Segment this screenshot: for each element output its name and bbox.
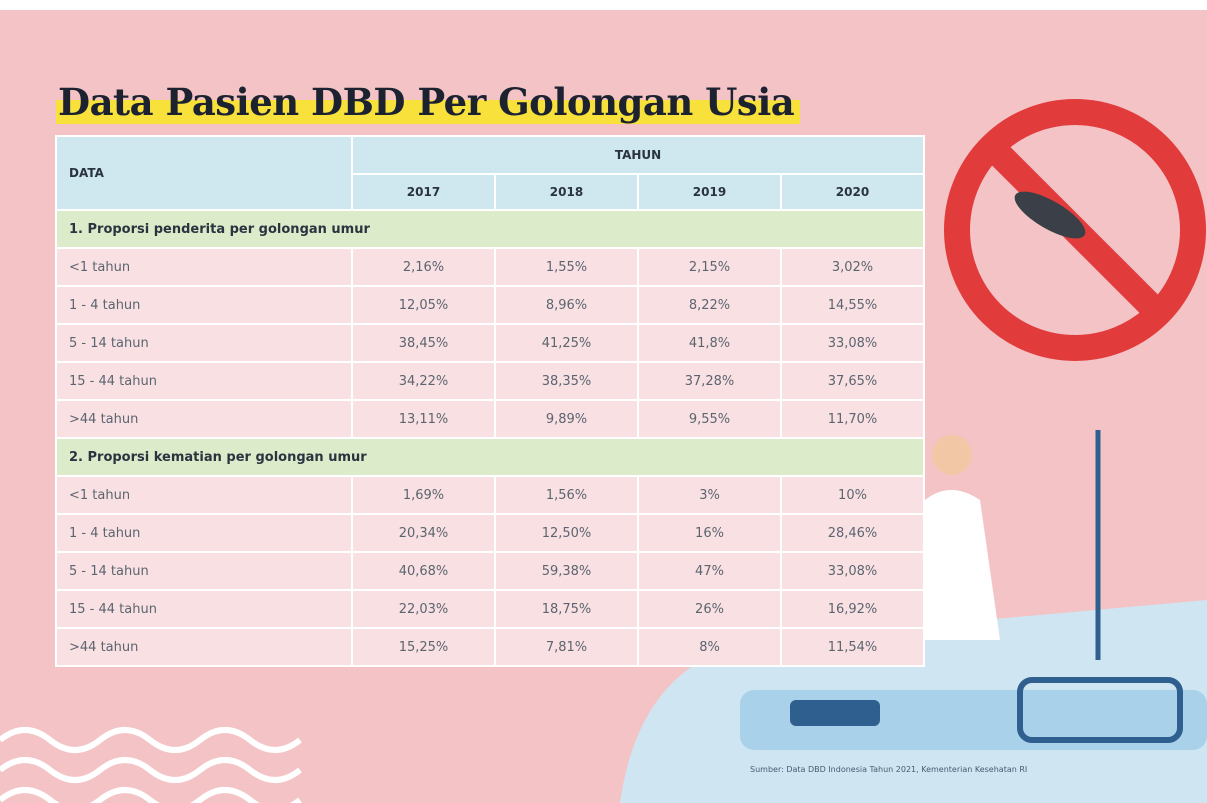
cell-value: 38,45% bbox=[351, 323, 496, 363]
cell-label: 5 - 14 tahun bbox=[55, 323, 353, 363]
section-row: 1. Proporsi penderita per golongan umur bbox=[55, 209, 925, 249]
cell-value: 9,55% bbox=[637, 399, 782, 439]
data-row: 15 - 44 tahun 22,03% 18,75% 26% 16,92% bbox=[55, 589, 925, 629]
data-row: <1 tahun 2,16% 1,55% 2,15% 3,02% bbox=[55, 247, 925, 287]
doctor-head bbox=[932, 435, 972, 475]
cell-label: <1 tahun bbox=[55, 247, 353, 287]
section-title: 1. Proporsi penderita per golongan umur bbox=[55, 209, 925, 249]
cell-value: 11,70% bbox=[780, 399, 925, 439]
data-row: >44 tahun 13,11% 9,89% 9,55% 11,70% bbox=[55, 399, 925, 439]
section-row: 2. Proporsi kematian per golongan umur bbox=[55, 437, 925, 477]
cell-value: 33,08% bbox=[780, 551, 925, 591]
cell-value: 34,22% bbox=[351, 361, 496, 401]
cell-value: 3% bbox=[637, 475, 782, 515]
cell-value: 14,55% bbox=[780, 285, 925, 325]
cell-value: 1,56% bbox=[494, 475, 639, 515]
cell-value: 20,34% bbox=[351, 513, 496, 553]
cell-value: 12,05% bbox=[351, 285, 496, 325]
cell-value: 1,69% bbox=[351, 475, 496, 515]
cell-value: 28,46% bbox=[780, 513, 925, 553]
cell-value: 1,55% bbox=[494, 247, 639, 287]
cell-value: 2,16% bbox=[351, 247, 496, 287]
cell-value: 8,22% bbox=[637, 285, 782, 325]
cell-value: 12,50% bbox=[494, 513, 639, 553]
cell-value: 40,68% bbox=[351, 551, 496, 591]
data-row: 5 - 14 tahun 38,45% 41,25% 41,8% 33,08% bbox=[55, 323, 925, 363]
cell-value: 59,38% bbox=[494, 551, 639, 591]
mosquito bbox=[1014, 191, 1086, 239]
cell-value: 8% bbox=[637, 627, 782, 667]
cell-value: 37,28% bbox=[637, 361, 782, 401]
bed-panel bbox=[790, 700, 880, 726]
bed-rail bbox=[1017, 677, 1183, 743]
header-year: 2018 bbox=[494, 173, 639, 211]
header-data: DATA bbox=[55, 135, 353, 211]
data-row: 5 - 14 tahun 40,68% 59,38% 47% 33,08% bbox=[55, 551, 925, 591]
cell-label: 15 - 44 tahun bbox=[55, 361, 353, 401]
data-row: 15 - 44 tahun 34,22% 38,35% 37,28% 37,65% bbox=[55, 361, 925, 401]
cell-value: 47% bbox=[637, 551, 782, 591]
cell-value: 13,11% bbox=[351, 399, 496, 439]
cell-value: 38,35% bbox=[494, 361, 639, 401]
cell-value: 8,96% bbox=[494, 285, 639, 325]
cell-value: 26% bbox=[637, 589, 782, 629]
header-row: DATA TAHUN bbox=[55, 135, 925, 211]
header-tahun: TAHUN bbox=[351, 135, 925, 175]
title: Data Pasien DBD Per Golongan Usia bbox=[56, 80, 801, 124]
cell-value: 7,81% bbox=[494, 627, 639, 667]
header-year: 2017 bbox=[351, 173, 496, 211]
cell-label: >44 tahun bbox=[55, 399, 353, 439]
header-row: 2017 2018 2019 2020 bbox=[56, 173, 925, 211]
source: Sumber: Data DBD Indonesia Tahun 2021, K… bbox=[750, 765, 1028, 774]
cell-label: <1 tahun bbox=[55, 475, 353, 515]
cell-value: 18,75% bbox=[494, 589, 639, 629]
cell-value: 41,25% bbox=[494, 323, 639, 363]
cell-label: 15 - 44 tahun bbox=[55, 589, 353, 629]
data-table: DATA TAHUN 2017 2018 2019 2020 1. Proporsi pen… bbox=[55, 135, 925, 667]
data-row: 1 - 4 tahun 12,05% 8,96% 8,22% 14,55% bbox=[55, 285, 925, 325]
cell-value: 41,8% bbox=[637, 323, 782, 363]
cell-value: 2,15% bbox=[637, 247, 782, 287]
data-row: <1 tahun 1,69% 1,56% 3% 10% bbox=[55, 475, 925, 515]
cell-label: 1 - 4 tahun bbox=[55, 513, 353, 553]
cell-value: 3,02% bbox=[780, 247, 925, 287]
header-year: 2020 bbox=[780, 173, 925, 211]
cell-value: 16% bbox=[637, 513, 782, 553]
section-title: 2. Proporsi kematian per golongan umur bbox=[55, 437, 925, 477]
cell-value: 22,03% bbox=[351, 589, 496, 629]
no-sign-ring bbox=[944, 99, 1206, 361]
cell-value: 10% bbox=[780, 475, 925, 515]
cell-value: 9,89% bbox=[494, 399, 639, 439]
cell-label: 5 - 14 tahun bbox=[55, 551, 353, 591]
cell-value: 15,25% bbox=[351, 627, 496, 667]
data-row: >44 tahun 15,25% 7,81% 8% 11,54% bbox=[55, 627, 925, 667]
header-year: 2019 bbox=[637, 173, 782, 211]
cell-label: >44 tahun bbox=[55, 627, 353, 667]
cell-value: 16,92% bbox=[780, 589, 925, 629]
cell-value: 37,65% bbox=[780, 361, 925, 401]
data-row: 1 - 4 tahun 20,34% 12,50% 16% 28,46% bbox=[55, 513, 925, 553]
cell-value: 33,08% bbox=[780, 323, 925, 363]
doctor-coat bbox=[920, 490, 1000, 640]
waves bbox=[0, 727, 302, 803]
cell-value: 11,54% bbox=[780, 627, 925, 667]
cell-label: 1 - 4 tahun bbox=[55, 285, 353, 325]
